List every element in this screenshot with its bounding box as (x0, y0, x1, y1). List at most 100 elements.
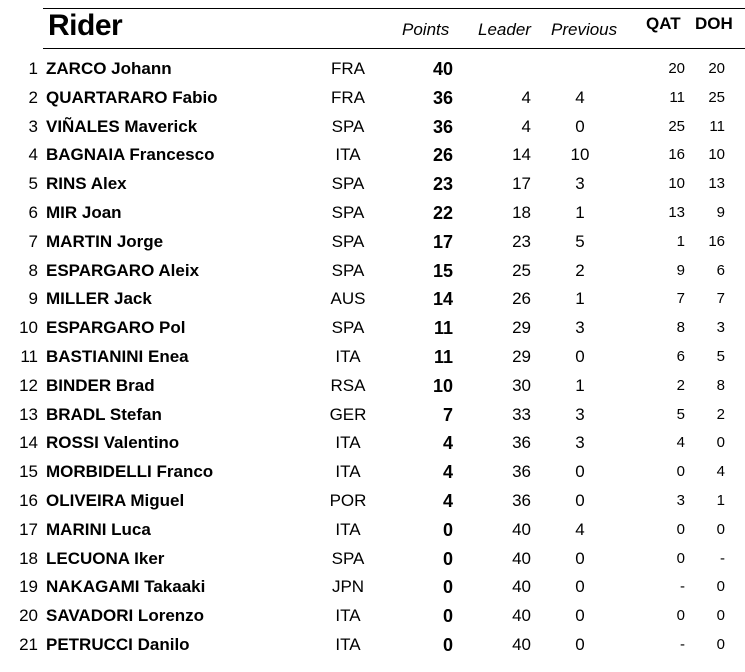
table-row: 16 OLIVEIRA Miguel POR 4 36 0 3 1 (0, 487, 745, 516)
previous-gap-cell: 3 (575, 318, 585, 338)
table-row: 5 RINS Alex SPA 23 17 3 10 13 (0, 170, 745, 199)
qat-points-cell: 3 (676, 491, 685, 509)
rider-name-cell: SAVADORI Lorenzo (46, 606, 205, 626)
previous-gap-cell: 4 (575, 519, 585, 539)
rider-name-cell: VIÑALES Maverick (46, 116, 198, 136)
leader-gap-cell: 29 (512, 318, 531, 338)
position-cell: 8 (28, 260, 38, 280)
qat-points-cell: 20 (668, 60, 685, 77)
previous-gap-cell: 3 (575, 433, 585, 453)
nation-cell: ITA (335, 462, 361, 482)
rider-name-cell: PETRUCCI Danilo (46, 634, 190, 654)
doh-points-cell: 5 (716, 347, 725, 365)
header-rule (43, 48, 745, 49)
points-cell: 0 (442, 519, 453, 540)
leader-gap-cell: 40 (512, 519, 531, 539)
doh-points-cell: 0 (716, 607, 725, 625)
rider-name-cell: MIR Joan (46, 202, 122, 222)
previous-gap-cell: 1 (575, 202, 585, 222)
previous-gap-cell: 0 (575, 606, 585, 626)
doh-points-cell: 16 (708, 232, 725, 250)
table-row: 1 ZARCO Johann FRA 40 20 20 (0, 55, 745, 84)
doh-points-cell: 1 (716, 491, 725, 509)
leader-gap-cell: 26 (512, 289, 531, 309)
previous-gap-cell: 3 (575, 174, 585, 194)
leader-gap-cell: 40 (512, 548, 531, 568)
doh-points-cell: 7 (716, 290, 725, 308)
qat-points-cell: - (680, 578, 685, 596)
previous-gap-cell: 0 (575, 116, 585, 136)
table-row: 7 MARTIN Jorge SPA 17 23 5 1 16 (0, 228, 745, 257)
rider-name-cell: QUARTARARO Fabio (46, 87, 218, 107)
points-cell: 15 (432, 260, 453, 281)
doh-points-cell: 25 (708, 88, 725, 106)
rider-name-cell: NAKAGAMI Takaaki (46, 577, 206, 597)
table-row: 6 MIR Joan SPA 22 18 1 13 9 (0, 199, 745, 228)
nation-cell: ITA (335, 606, 361, 626)
nation-cell: RSA (330, 375, 366, 395)
table-row: 20 SAVADORI Lorenzo ITA 0 40 0 0 0 (0, 602, 745, 631)
leader-gap-cell: 4 (521, 116, 531, 136)
leader-gap-cell: 17 (512, 174, 531, 194)
doh-points-cell: 20 (708, 60, 725, 77)
doh-points-cell: 8 (716, 376, 725, 394)
position-cell: 18 (19, 548, 38, 568)
doh-points-cell: 13 (708, 175, 725, 193)
previous-gap-cell: 0 (575, 346, 585, 366)
position-cell: 3 (28, 116, 38, 136)
previous-gap-cell: 0 (575, 462, 585, 482)
doh-points-cell: 3 (716, 319, 725, 337)
position-cell: 21 (19, 634, 38, 654)
rider-name-cell: ZARCO Johann (46, 59, 172, 78)
points-cell: 22 (432, 202, 453, 223)
rider-name-cell: MARINI Luca (46, 519, 151, 539)
position-cell: 14 (19, 433, 38, 453)
standings-table: 1 ZARCO Johann FRA 40 20 20 2 QUARTARARO Fabio F… (0, 55, 745, 660)
previous-gap-cell: 3 (575, 404, 585, 424)
leader-gap-cell: 36 (512, 433, 531, 453)
nation-cell: SPA (331, 260, 365, 280)
position-cell: 17 (19, 519, 38, 539)
leader-gap-cell: 30 (512, 375, 531, 395)
header-rider: Rider (48, 9, 123, 42)
header-leader: Leader (478, 20, 531, 39)
qat-points-cell: 9 (676, 261, 685, 279)
rider-name-cell: BINDER Brad (46, 375, 155, 395)
table-row: 18 LECUONA Iker SPA 0 40 0 0 - (0, 545, 745, 574)
nation-cell: SPA (331, 548, 365, 568)
previous-gap-cell: 1 (575, 289, 585, 309)
nation-cell: SPA (331, 318, 365, 338)
points-cell: 0 (442, 548, 453, 569)
leader-gap-cell: 4 (521, 87, 531, 107)
header-doh: DOH (695, 14, 733, 33)
nation-cell: POR (329, 490, 367, 510)
rider-name-cell: ESPARGARO Aleix (46, 260, 200, 280)
rider-name-cell: MILLER Jack (46, 289, 152, 309)
leader-gap-cell: 25 (512, 260, 531, 280)
doh-points-cell: - (720, 549, 725, 567)
qat-points-cell: 16 (668, 146, 685, 164)
doh-points-cell: 0 (716, 434, 725, 452)
qat-points-cell: 25 (668, 117, 685, 135)
previous-gap-cell: 2 (575, 260, 585, 280)
nation-cell: ITA (335, 145, 361, 165)
rider-name-cell: BAGNAIA Francesco (46, 145, 215, 165)
leader-gap-cell: 33 (512, 404, 531, 424)
table-row: 10 ESPARGARO Pol SPA 11 29 3 8 3 (0, 314, 745, 343)
doh-points-cell: 0 (716, 520, 725, 538)
qat-points-cell: 0 (676, 549, 685, 567)
leader-gap-cell: 29 (512, 346, 531, 366)
nation-cell: FRA (331, 87, 365, 107)
leader-gap-cell: 14 (512, 145, 531, 165)
previous-gap-cell: 4 (575, 87, 585, 107)
leader-gap-cell: 18 (512, 202, 531, 222)
points-cell: 23 (432, 174, 453, 195)
table-row: 12 BINDER Brad RSA 10 30 1 2 8 (0, 372, 745, 401)
position-cell: 11 (20, 346, 38, 366)
points-cell: 4 (442, 433, 453, 454)
leader-gap-cell: 40 (512, 577, 531, 597)
qat-points-cell: 0 (676, 607, 685, 625)
leader-gap-cell: 36 (512, 462, 531, 482)
position-cell: 10 (19, 318, 38, 338)
rider-name-cell: LECUONA Iker (46, 548, 165, 568)
